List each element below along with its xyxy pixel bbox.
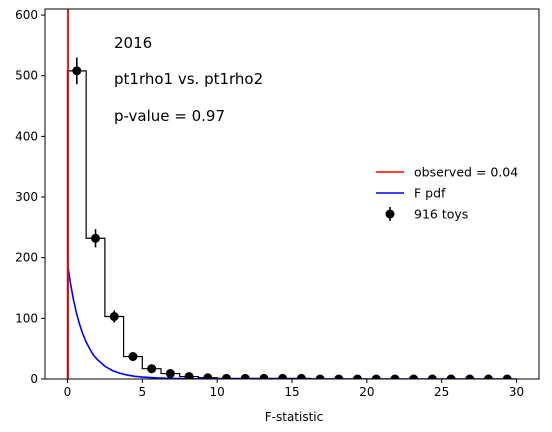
toy-point [390,374,400,379]
toy-point [502,374,512,379]
x-axis-label: F-statistic [265,410,323,424]
toy-point [240,373,250,379]
toy-point [296,373,306,379]
plot-area [66,9,517,379]
toy-point [91,233,101,243]
y-tick-label: 0 [30,372,38,386]
y-tick-label: 100 [15,311,38,325]
x-tick-label: 5 [138,385,146,399]
y-tick-label: 600 [15,8,38,22]
y-tick-label: 300 [15,190,38,204]
x-tick-label: 20 [359,385,374,399]
toy-point [259,373,269,379]
x-tick-label: 25 [434,385,449,399]
annotation-p-value: p-value = 0.97 [114,107,225,125]
f-pdf-curve [67,267,517,379]
toy-point [109,312,119,322]
legend-toys-marker [385,209,395,219]
toy-point [465,374,475,379]
annotation-year: 2016 [114,34,152,52]
toy-point [222,373,232,379]
toy-point [352,374,362,379]
x-tick-label: 10 [210,385,225,399]
toy-point [72,66,82,76]
y-tick-label: 500 [15,69,38,83]
toy-point [427,374,437,379]
toy-point [203,373,213,379]
toy-point [371,374,381,379]
x-tick-label: 15 [284,385,299,399]
plot-frame [44,8,540,380]
toy-point [315,374,325,379]
legend: observed = 0.04 F pdf 916 toys [376,165,518,222]
x-tick-label: 0 [64,385,72,399]
toy-point [334,374,344,379]
x-tick-label: 30 [509,385,524,399]
toy-point [483,374,493,379]
legend-fpdf-label: F pdf [414,186,446,201]
toy-point [446,374,456,379]
toy-point [184,372,194,379]
toy-point [128,352,138,362]
legend-toys-label: 916 toys [414,207,468,222]
toy-point [147,364,157,374]
toy-point [409,374,419,379]
annotation-comparison: pt1rho1 vs. pt1rho2 [114,70,263,88]
legend-observed-label: observed = 0.04 [414,165,518,180]
y-tick-label: 400 [15,129,38,143]
y-tick-label: 200 [15,251,38,265]
toy-point [278,373,288,379]
toy-point [165,369,175,379]
